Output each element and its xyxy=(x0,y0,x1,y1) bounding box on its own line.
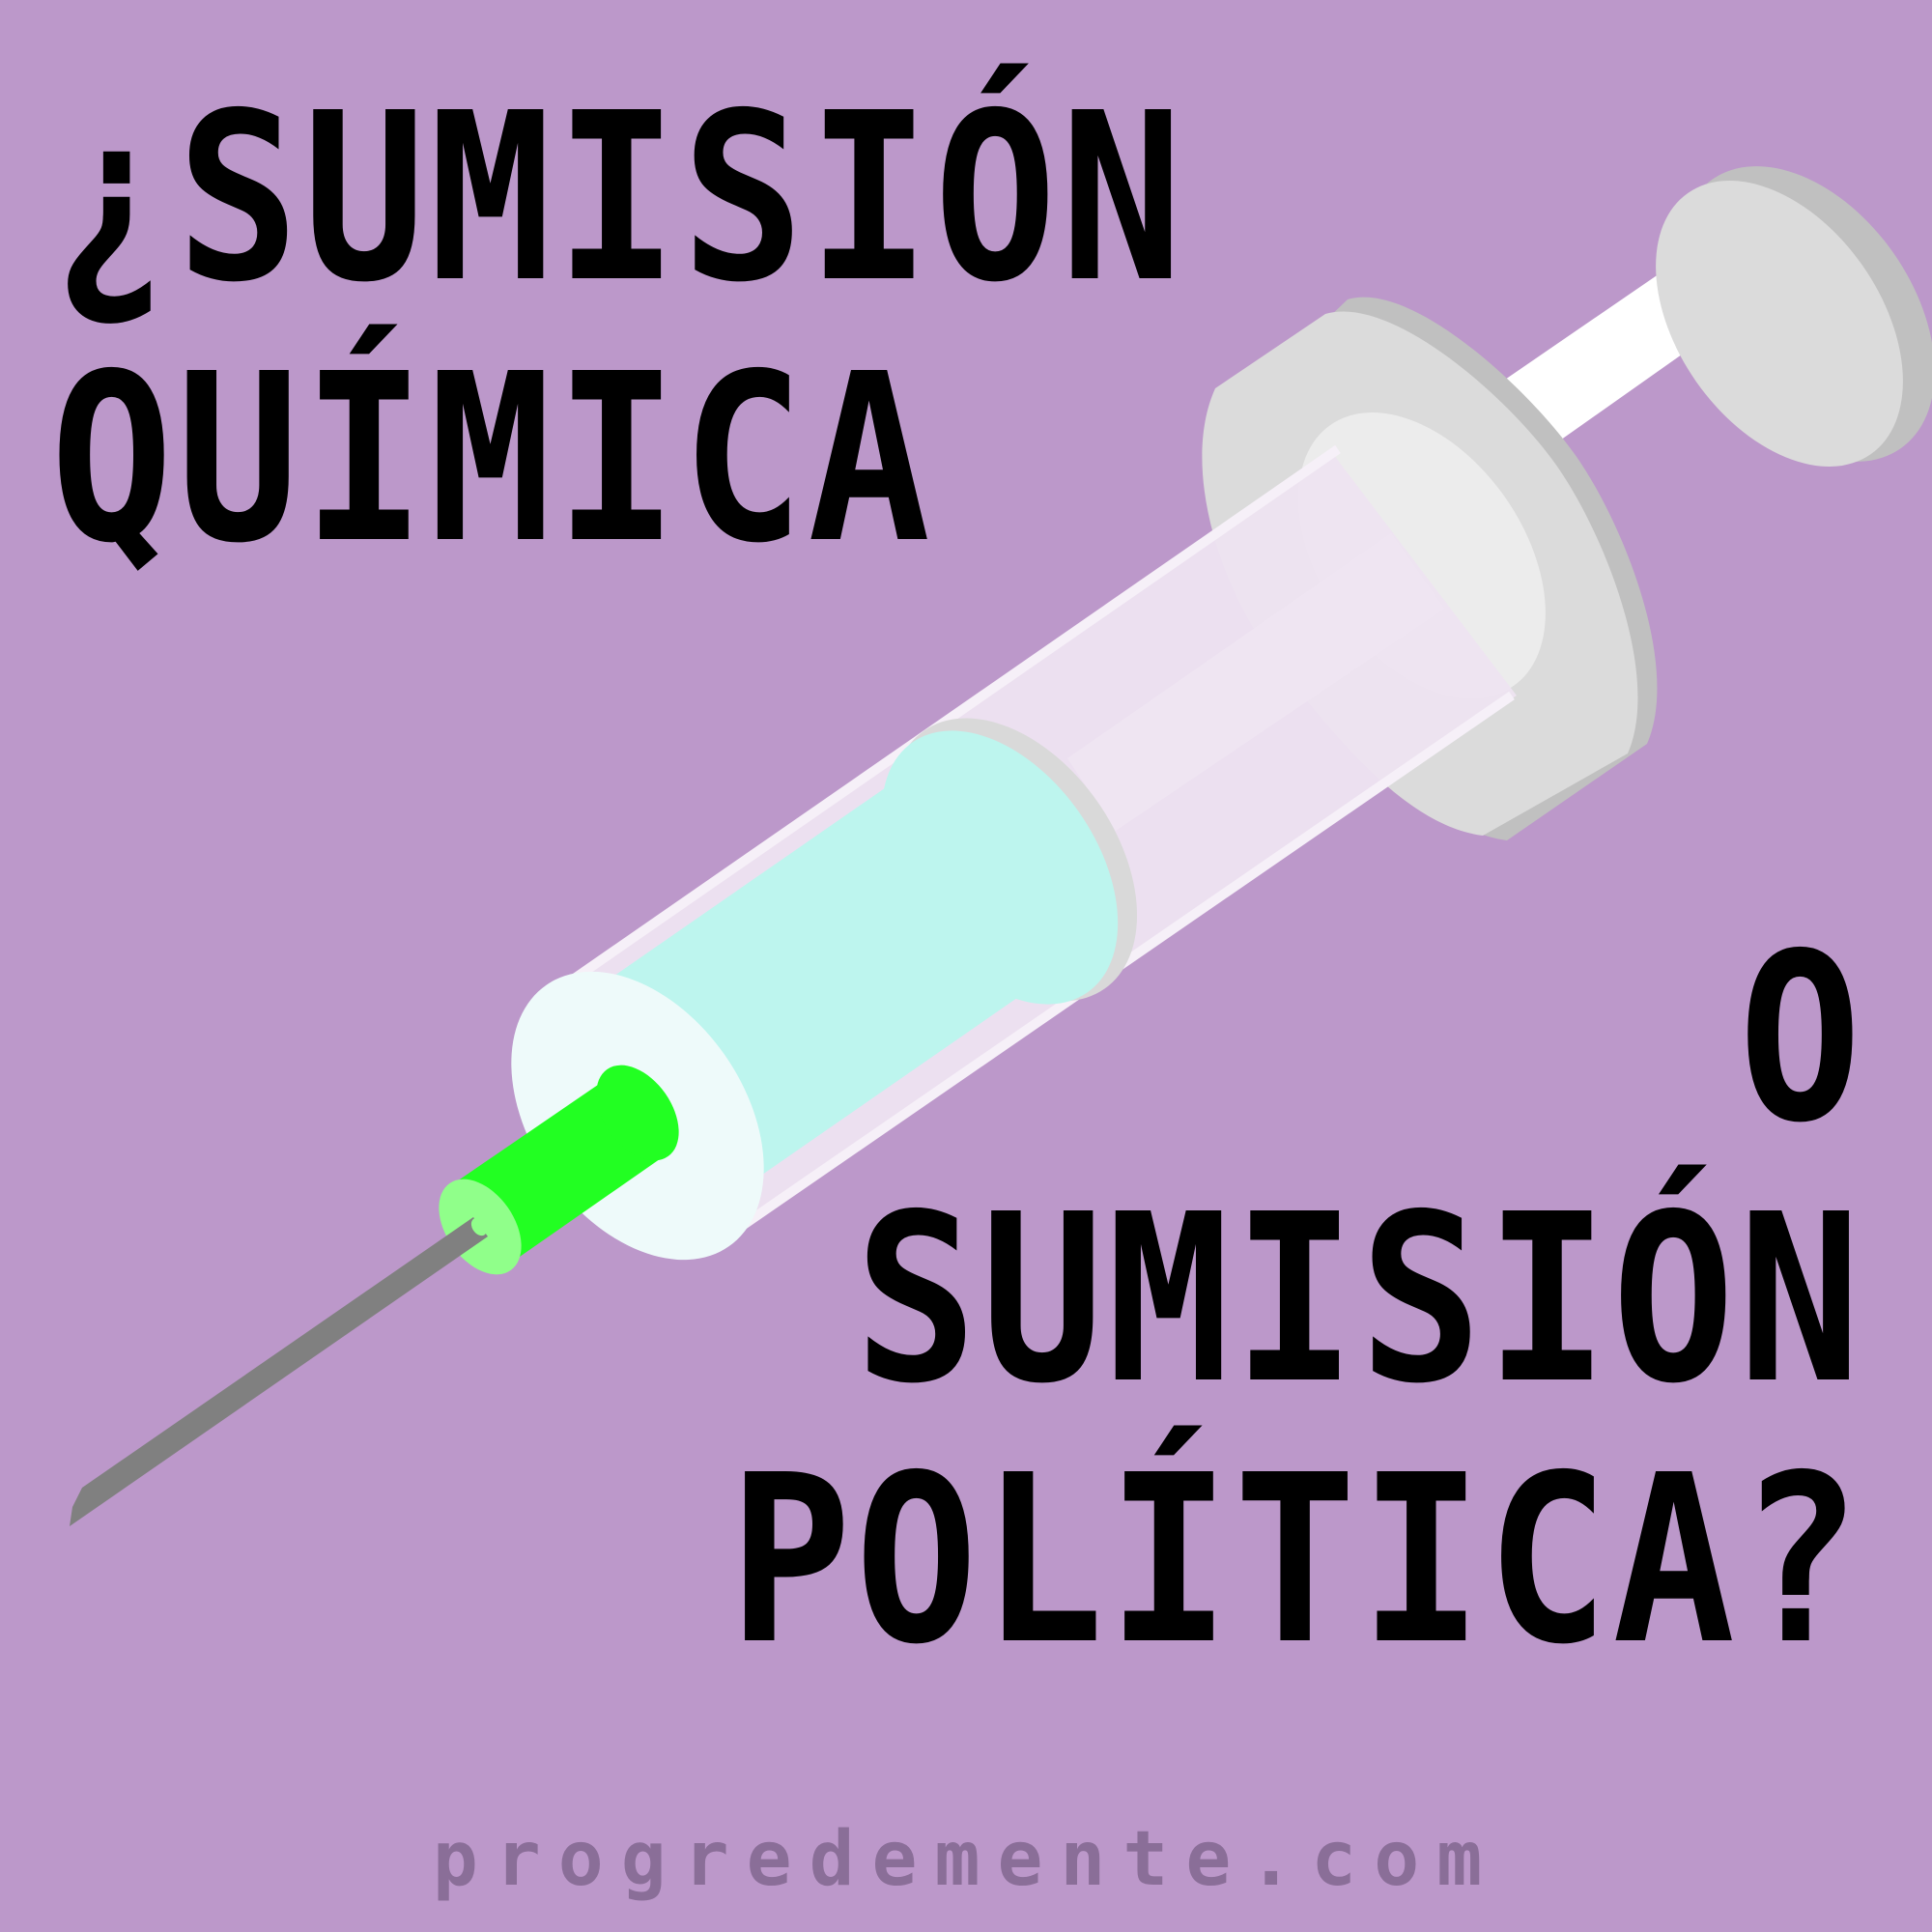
needle xyxy=(70,1217,488,1526)
headline-line-4: SUMISIÓN xyxy=(854,1164,1864,1435)
headline-line-3: O xyxy=(1738,903,1864,1174)
website-label: progredemente.com xyxy=(432,1816,1500,1903)
plunger-stopper xyxy=(881,730,1119,1005)
needle-tip-hole xyxy=(470,1217,488,1236)
headline-line-1: ¿SUMISIÓN xyxy=(50,63,1187,333)
needle-hub-top xyxy=(596,1065,679,1161)
plunger-thumb xyxy=(1656,181,1903,467)
headline-line-5: POLÍTICA? xyxy=(727,1425,1864,1695)
syringe-icon xyxy=(70,166,1932,1526)
headline-line-2: QUÍMICA xyxy=(50,324,934,594)
